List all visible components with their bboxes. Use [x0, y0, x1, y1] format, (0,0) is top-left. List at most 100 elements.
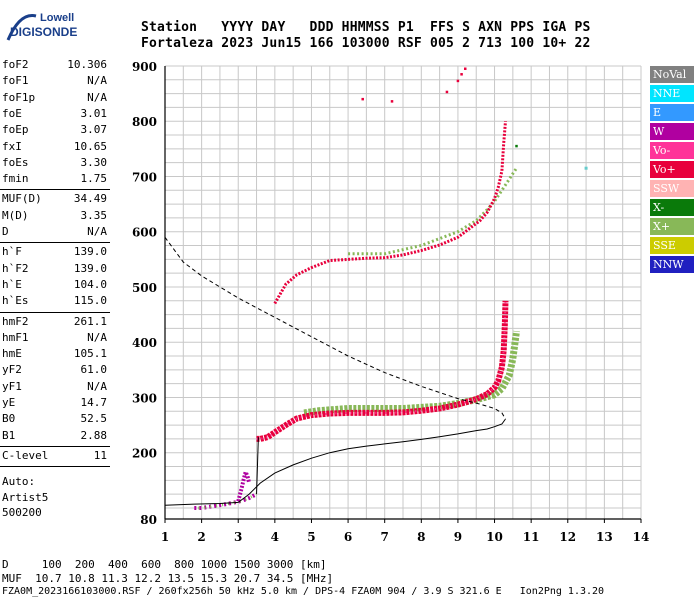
y-tick-label: 800	[132, 115, 157, 129]
x-tick-label: 7	[381, 530, 389, 544]
legend-item: NNW	[650, 256, 694, 273]
panel-separator	[0, 445, 110, 447]
scatter-point-top	[460, 73, 463, 76]
param-row: foEp 3.07	[2, 123, 107, 139]
param-value: N/A	[87, 74, 107, 88]
param-value: N/A	[87, 330, 107, 344]
legend-item: Vo+	[650, 161, 694, 178]
param-label: foF2	[2, 58, 29, 71]
y-tick-label: 200	[132, 447, 157, 461]
param-label: foE	[2, 106, 22, 120]
scatter-point-top	[361, 97, 364, 101]
param-row: h`E 104.0	[2, 278, 107, 294]
param-row: yF1 N/A	[2, 380, 107, 396]
param-value: 3.35	[80, 208, 108, 222]
autoscaler-line2: Artist5	[2, 490, 49, 504]
param-value: 115.0	[73, 294, 107, 308]
isolated-point	[515, 144, 518, 148]
y-tick-label: 300	[132, 391, 157, 405]
param-label: h`E	[2, 277, 22, 291]
logo-swoosh-icon	[6, 14, 37, 41]
logo-line1: Lowell	[40, 12, 74, 24]
param-value: 139.0	[73, 245, 107, 259]
param-label: M(D)	[2, 208, 29, 222]
legend-item: NNE	[650, 85, 694, 102]
param-row: M(D) 3.35	[2, 209, 107, 225]
param-row: fxI 10.65	[2, 140, 107, 156]
chart-marks	[164, 67, 588, 510]
param-value: 261.1	[73, 314, 107, 328]
electron-density-profile	[164, 418, 506, 506]
x-tick-label: 4	[271, 530, 279, 544]
scatter-point-top	[390, 100, 394, 103]
param-value: 2.88	[80, 428, 108, 442]
param-row: h`Es 115.0	[2, 294, 107, 310]
param-label: h`F2	[2, 261, 29, 275]
param-value: N/A	[87, 379, 107, 393]
param-label: yF2	[2, 363, 22, 377]
param-row: hmF1 N/A	[2, 331, 107, 347]
param-value: 10.306	[67, 58, 107, 71]
param-label: foF1p	[2, 90, 36, 104]
x-tick-label: 14	[633, 530, 650, 544]
param-label: fxI	[2, 139, 22, 153]
x-tick-label: 1	[161, 530, 169, 544]
x-tick-label: 5	[307, 530, 315, 544]
param-label: MUF(D)	[2, 192, 42, 206]
param-label: h`F	[2, 245, 22, 259]
param-label: B0	[2, 412, 16, 426]
x-tick-label: 12	[559, 530, 576, 544]
param-label: hmE	[2, 347, 22, 361]
param-value: 3.01	[80, 106, 108, 120]
param-value: 11	[93, 448, 107, 462]
y-tick-label: 80	[140, 513, 157, 527]
panel-separator	[0, 311, 110, 313]
param-value: 52.5	[80, 412, 108, 426]
x-tick-label: 6	[344, 530, 352, 544]
y-tick-label: 500	[132, 281, 157, 295]
param-label: hmF2	[2, 314, 29, 328]
param-label: yE	[2, 396, 16, 409]
y-tick-label: 700	[132, 170, 157, 184]
digisonde-logo: Lowell DIGISONDE	[6, 6, 126, 44]
x-tick-label: 13	[596, 530, 613, 544]
param-value: 34.49	[73, 192, 107, 206]
param-label: D	[2, 225, 9, 238]
param-label: yF1	[2, 379, 22, 393]
es-layer-trace	[236, 470, 252, 502]
x-tick-label: 10	[486, 530, 503, 544]
x-tick-label: 8	[417, 530, 425, 544]
param-value: 3.07	[80, 123, 108, 137]
footer-file-info: FZA0M_2023166103000.RSF / 260fx256h 50 k…	[2, 586, 605, 597]
e-layer-trace	[194, 492, 258, 510]
x-tick-label: 11	[523, 530, 540, 544]
param-value: 61.0	[80, 363, 108, 377]
param-row: yF2 61.0	[2, 363, 107, 379]
param-value: 105.1	[73, 347, 107, 361]
param-row: h`F 139.0	[2, 245, 107, 261]
param-row: yE 14.7	[2, 396, 107, 412]
param-label: foEp	[2, 123, 29, 137]
chart-ticks: 1 2 3 4 5 6 7 8 9 10 11 12 13 14802003004005006007008…	[132, 60, 649, 544]
param-row: foF1 N/A	[2, 74, 107, 90]
chart-axes	[164, 66, 641, 520]
param-value: 139.0	[73, 261, 107, 275]
isolated-point	[584, 166, 588, 170]
param-row: fmin 1.75	[2, 172, 107, 188]
panel-separator	[0, 242, 110, 244]
legend-item: W	[650, 123, 694, 140]
param-row: C-level 11	[2, 449, 107, 465]
panel-separator	[0, 189, 110, 191]
legend-item: Vo-	[650, 142, 694, 159]
scatter-point-top	[445, 90, 449, 94]
profile-jump-line	[256, 437, 259, 495]
ionogram-chart: 1 2 3 4 5 6 7 8 9 10 11 12 13 14802003004005006007008…	[132, 60, 649, 544]
param-row: B0 52.5	[2, 412, 107, 428]
footer-distance-row: D 100 200 400 600 800 1000 1500 3000 [km…	[2, 558, 327, 571]
param-value: 1.75	[80, 172, 108, 186]
param-label: hmF1	[2, 330, 29, 344]
param-row: h`F2 139.0	[2, 262, 107, 278]
logo-line2: DIGISONDE	[10, 25, 77, 39]
legend-item: X+	[650, 218, 694, 235]
y-tick-label: 600	[132, 226, 157, 240]
